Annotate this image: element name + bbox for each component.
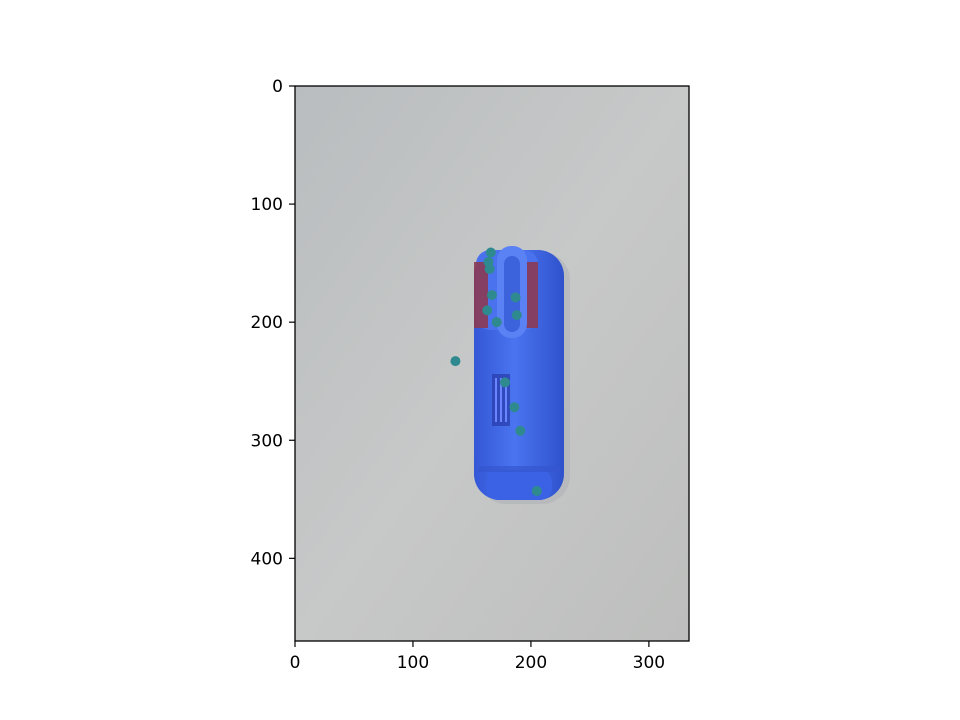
x-axis-ticks: 0 100 200 300 [290, 641, 665, 673]
y-axis-ticks: 0 100 200 300 400 [251, 77, 295, 569]
scatter-point [491, 317, 502, 328]
scatter-point [509, 402, 520, 413]
axes-frame [294, 85, 690, 642]
x-tick-label: 0 [290, 653, 301, 673]
background-photo [295, 86, 689, 641]
x-tick-label: 300 [633, 653, 665, 673]
scatter-point [531, 486, 542, 497]
scatter-point [499, 377, 510, 388]
scatter-points [450, 247, 542, 497]
scatter-point [511, 310, 522, 321]
y-tick-label: 200 [251, 313, 283, 333]
highlighter-marker [474, 246, 564, 500]
x-tick-label: 200 [515, 653, 547, 673]
scatter-point [510, 292, 521, 303]
scatter-point [487, 290, 497, 301]
plot-area: 0 100 200 300 0 100 200 300 400 [251, 77, 690, 673]
scatter-point [450, 356, 461, 367]
x-tick-label: 100 [397, 653, 429, 673]
y-tick-label: 100 [251, 195, 283, 215]
scatter-point [485, 247, 496, 258]
scatter-point [482, 305, 493, 316]
y-tick-label: 400 [251, 549, 283, 569]
y-tick-label: 0 [272, 77, 283, 97]
scatter-point [484, 264, 495, 275]
scatter-point [515, 425, 526, 436]
y-tick-label: 300 [251, 431, 283, 451]
